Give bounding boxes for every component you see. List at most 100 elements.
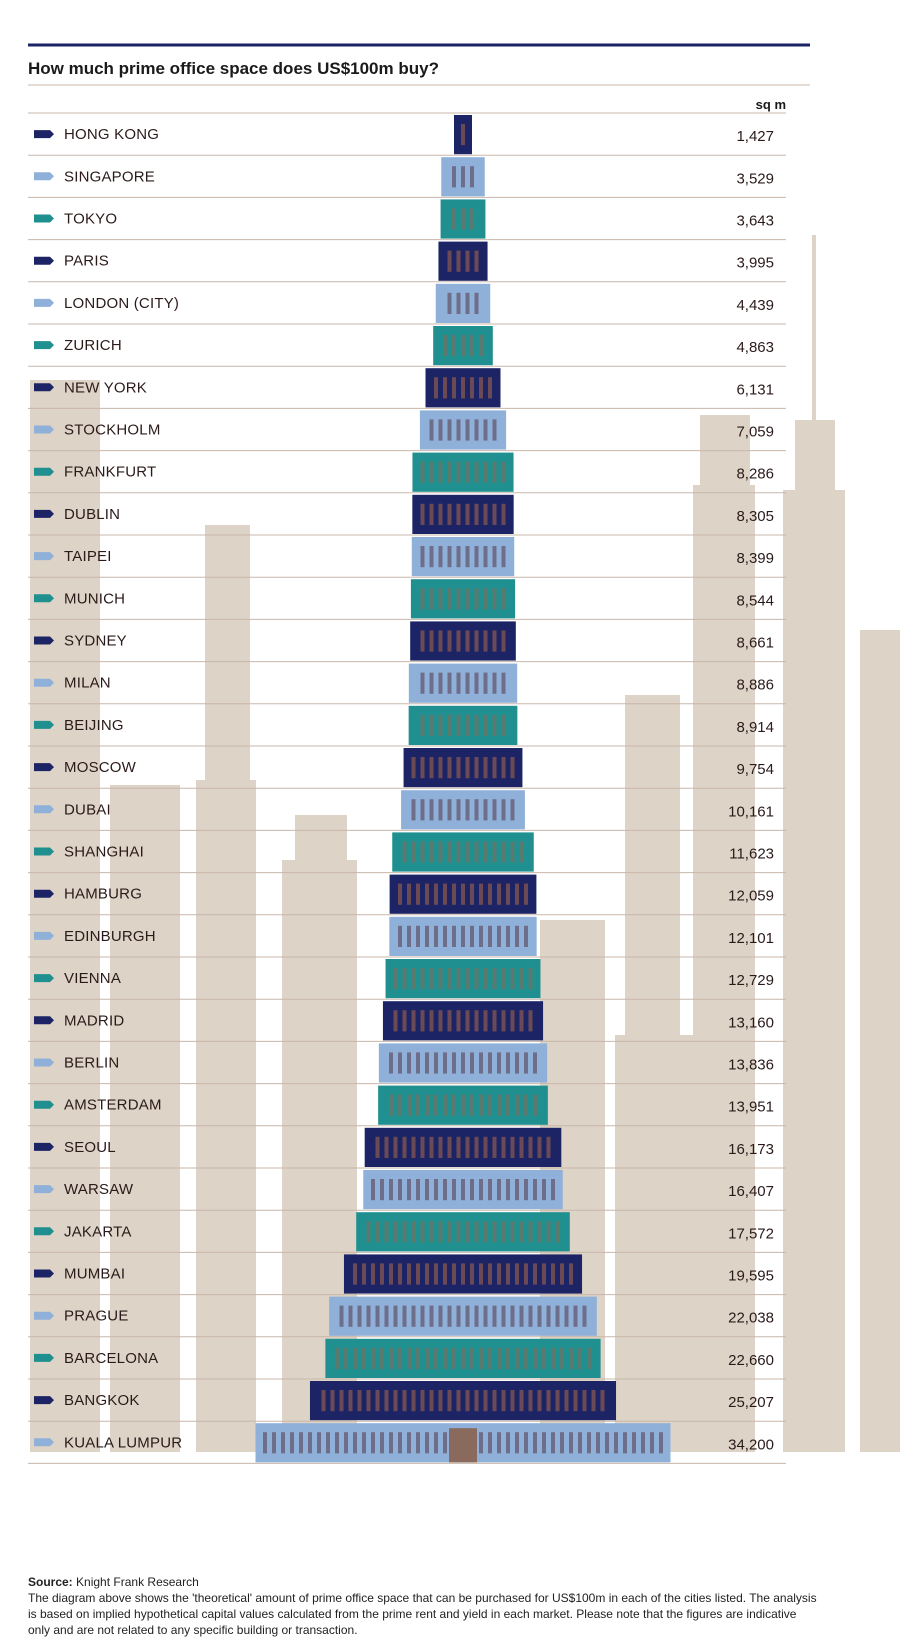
tower-window (416, 883, 420, 905)
chart-title: How much prime office space does US$100m… (28, 59, 439, 78)
tower-window (483, 1221, 488, 1243)
tower-window (447, 968, 452, 990)
tower-window (492, 419, 497, 441)
tower-window (389, 1432, 393, 1454)
tower-window (456, 968, 461, 990)
tower-window (371, 1263, 375, 1285)
tower-window (483, 714, 488, 736)
tower-window (447, 419, 452, 441)
tower-window (632, 1432, 636, 1454)
tower-window (465, 250, 470, 272)
tower-window (438, 841, 443, 863)
tower-window (533, 1179, 537, 1201)
tower-window (474, 799, 479, 821)
tower-window (456, 672, 461, 694)
tower-window (510, 799, 515, 821)
city-label: ZURICH (64, 337, 122, 354)
city-label: WARSAW (64, 1181, 134, 1198)
tower-window (470, 166, 474, 188)
tower-window (483, 841, 488, 863)
city-label: TOKYO (64, 211, 117, 228)
tower-block (412, 452, 514, 492)
tower-window (429, 714, 434, 736)
skyline-building (615, 1035, 695, 1452)
tower-window (443, 925, 447, 947)
tower-block (438, 241, 488, 281)
tower-window (393, 1305, 398, 1327)
tower-window (429, 799, 434, 821)
tower-window (555, 1390, 560, 1412)
value-label: 25,207 (728, 1394, 774, 1411)
legend-marker (34, 298, 54, 307)
tower-window (371, 1347, 375, 1369)
city-label: HAMBURG (64, 886, 142, 903)
tower-window (470, 1052, 474, 1074)
tower-block (329, 1296, 597, 1336)
tower-window (398, 925, 402, 947)
tower-window (407, 883, 411, 905)
tower-window (492, 546, 497, 568)
tower-window (492, 1390, 497, 1412)
tower-block (408, 705, 518, 745)
tower-window (420, 968, 425, 990)
tower-window (411, 968, 416, 990)
tower-window (497, 1052, 501, 1074)
city-row: SYDNEY 8,661 (34, 621, 774, 661)
tower-window (456, 588, 461, 610)
tower-window (483, 503, 488, 525)
tower-window (411, 799, 416, 821)
tower-window (510, 841, 515, 863)
value-label: 13,951 (728, 1099, 774, 1116)
tower-window (474, 1305, 479, 1327)
tower-window (456, 757, 461, 779)
city-row: STOCKHOLM 7,059 (34, 410, 774, 450)
tower-window (501, 841, 506, 863)
source-text: Knight Frank Research (76, 1575, 199, 1589)
tower-window (317, 1432, 321, 1454)
city-label: TAIPEI (64, 548, 112, 565)
tower-window (546, 1136, 551, 1158)
tower-window (465, 461, 470, 483)
tower-window (429, 1136, 434, 1158)
tower-window (389, 1347, 393, 1369)
tower-window (429, 968, 434, 990)
city-label: PARIS (64, 253, 109, 270)
tower-window (456, 419, 461, 441)
tower-window (438, 419, 443, 441)
tower-window (321, 1390, 326, 1412)
city-label: SEOUL (64, 1139, 116, 1156)
city-label: PRAGUE (64, 1308, 129, 1325)
tower-window (519, 1390, 524, 1412)
value-label: 16,407 (728, 1183, 774, 1200)
tower-window (416, 1094, 420, 1116)
value-label: 8,886 (736, 677, 774, 694)
tower-window (650, 1432, 654, 1454)
value-label: 3,643 (736, 213, 774, 230)
tower-window (510, 1136, 515, 1158)
tower-window (470, 335, 474, 357)
value-label: 22,038 (728, 1310, 774, 1327)
tower-window (375, 1136, 380, 1158)
tower-window (434, 883, 438, 905)
legend-marker (34, 1438, 54, 1447)
tower-window (506, 883, 510, 905)
tower-window (402, 968, 407, 990)
legend-marker (34, 425, 54, 434)
tower-window (497, 1179, 501, 1201)
tower-window (380, 1179, 384, 1201)
tower-window (438, 588, 443, 610)
tower-window (420, 1305, 425, 1327)
tower-window (384, 1305, 389, 1327)
legend-marker (34, 720, 54, 729)
tower-window (519, 841, 524, 863)
tower-window (393, 1390, 398, 1412)
tower-window (578, 1432, 582, 1454)
tower-window (623, 1432, 627, 1454)
tower-window (447, 799, 452, 821)
tower-window (425, 1347, 429, 1369)
tower-window (416, 1347, 420, 1369)
tower-window (582, 1305, 587, 1327)
tower-window (393, 1136, 398, 1158)
tower-window (461, 124, 465, 146)
tower-window (344, 1347, 348, 1369)
